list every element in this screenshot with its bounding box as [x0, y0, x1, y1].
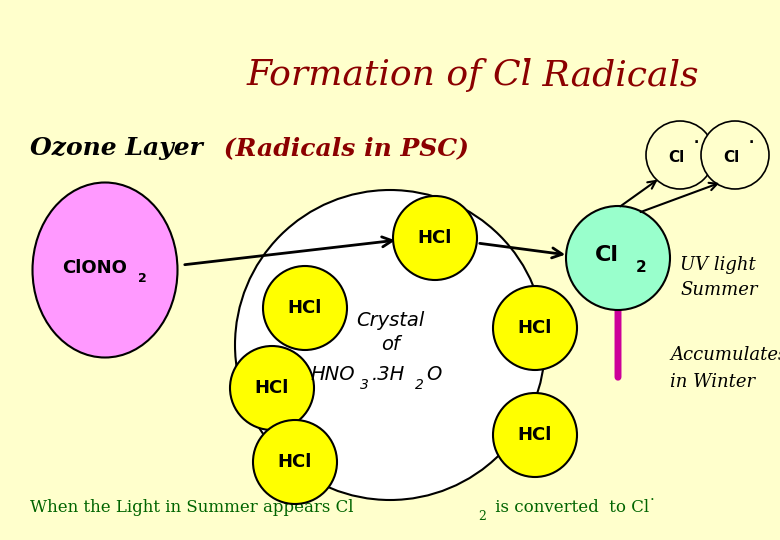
Text: ·: ·: [650, 493, 655, 507]
Circle shape: [701, 121, 769, 189]
Text: ·: ·: [748, 136, 753, 150]
Text: .3H: .3H: [372, 366, 406, 384]
Circle shape: [493, 286, 577, 370]
Text: is converted  to Cl: is converted to Cl: [490, 500, 649, 516]
Text: 2: 2: [415, 378, 424, 392]
Circle shape: [566, 206, 670, 310]
Circle shape: [230, 346, 314, 430]
Text: (Radicals in PSC): (Radicals in PSC): [215, 136, 469, 160]
Text: Formation of Cl: Formation of Cl: [247, 58, 533, 92]
Text: 2: 2: [636, 260, 647, 275]
Text: 2: 2: [478, 510, 486, 523]
Text: HCl: HCl: [255, 379, 289, 397]
Text: HCl: HCl: [418, 229, 452, 247]
Text: When the Light in Summer appears Cl: When the Light in Summer appears Cl: [30, 500, 353, 516]
Text: HCl: HCl: [288, 299, 322, 317]
Text: Accumulates: Accumulates: [670, 346, 780, 364]
Text: Cl: Cl: [668, 150, 684, 165]
Circle shape: [263, 266, 347, 350]
Text: HNO: HNO: [310, 366, 355, 384]
Circle shape: [646, 121, 714, 189]
Text: of: of: [381, 335, 399, 354]
Text: HCl: HCl: [518, 426, 552, 444]
Text: in Winter: in Winter: [670, 373, 755, 391]
Circle shape: [253, 420, 337, 504]
Text: Crystal: Crystal: [356, 310, 424, 329]
Text: ·: ·: [522, 49, 531, 76]
Circle shape: [235, 190, 545, 500]
Text: HCl: HCl: [518, 319, 552, 337]
Text: HCl: HCl: [278, 453, 312, 471]
Circle shape: [493, 393, 577, 477]
Text: ·: ·: [693, 136, 699, 150]
Circle shape: [393, 196, 477, 280]
Text: Cl: Cl: [595, 245, 619, 265]
Ellipse shape: [33, 183, 178, 357]
Text: Cl: Cl: [723, 150, 739, 165]
Text: Ozone Layer: Ozone Layer: [30, 136, 203, 160]
Text: 2: 2: [138, 272, 147, 285]
Text: ClONO: ClONO: [62, 259, 127, 277]
Text: UV light: UV light: [680, 256, 756, 274]
Text: 3: 3: [360, 378, 369, 392]
Text: Summer: Summer: [680, 281, 757, 299]
Text: Radicals: Radicals: [531, 58, 699, 92]
Text: O: O: [426, 366, 441, 384]
